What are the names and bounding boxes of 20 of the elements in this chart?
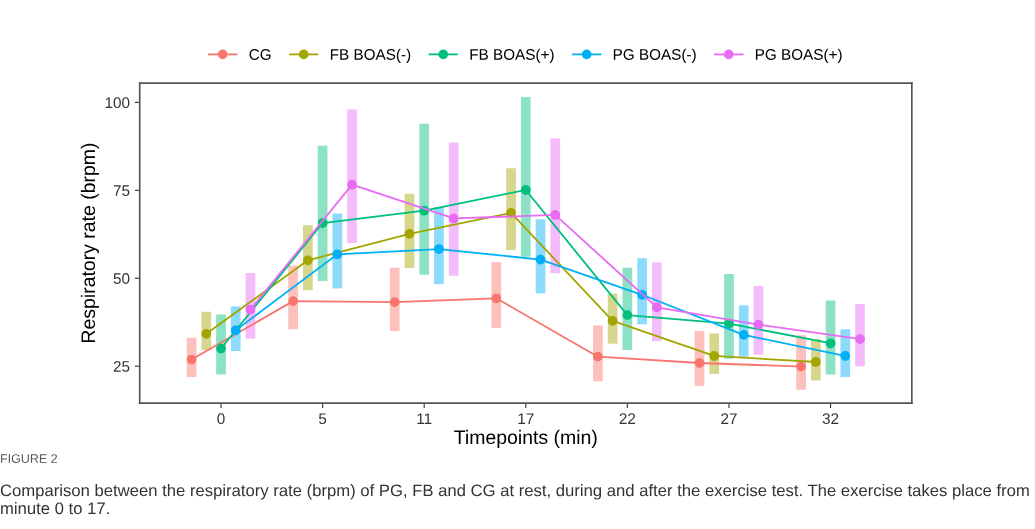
- y-tick-label: 75: [113, 185, 130, 197]
- y-tick-label: 25: [113, 361, 130, 372]
- caption: FIGURE 2: [1, 454, 58, 463]
- x-tick-label: 32: [822, 413, 839, 425]
- x-axis-title: Timepoints (min): [454, 429, 597, 448]
- legend-label: FB BOAS(+): [470, 48, 554, 63]
- x-tick-label: 27: [721, 413, 737, 424]
- x-tick-label: 5: [318, 413, 327, 425]
- legend-label: PG BOAS(-): [613, 48, 696, 63]
- x-tick-label: 17: [518, 413, 534, 424]
- x-tick-label: 0: [217, 413, 225, 425]
- legend-label: PG BOAS(+): [755, 48, 842, 63]
- y-tick-label: 100: [105, 97, 130, 109]
- x-tick-label: 22: [619, 413, 636, 424]
- legend-label: CG: [249, 49, 271, 60]
- text: Comparison between the respiratory rate (brpm) of PG, FB and CG at rest, during and after the exercise test. The exercise takes place from minute 0 to 17.: [0, 484, 1029, 515]
- x-tick-label: 11: [417, 413, 432, 424]
- y-tick-label: 50: [113, 273, 130, 284]
- y-axis-title: Respiratory rate (brpm): [80, 143, 99, 342]
- legend-label: FB BOAS(-): [330, 48, 411, 63]
